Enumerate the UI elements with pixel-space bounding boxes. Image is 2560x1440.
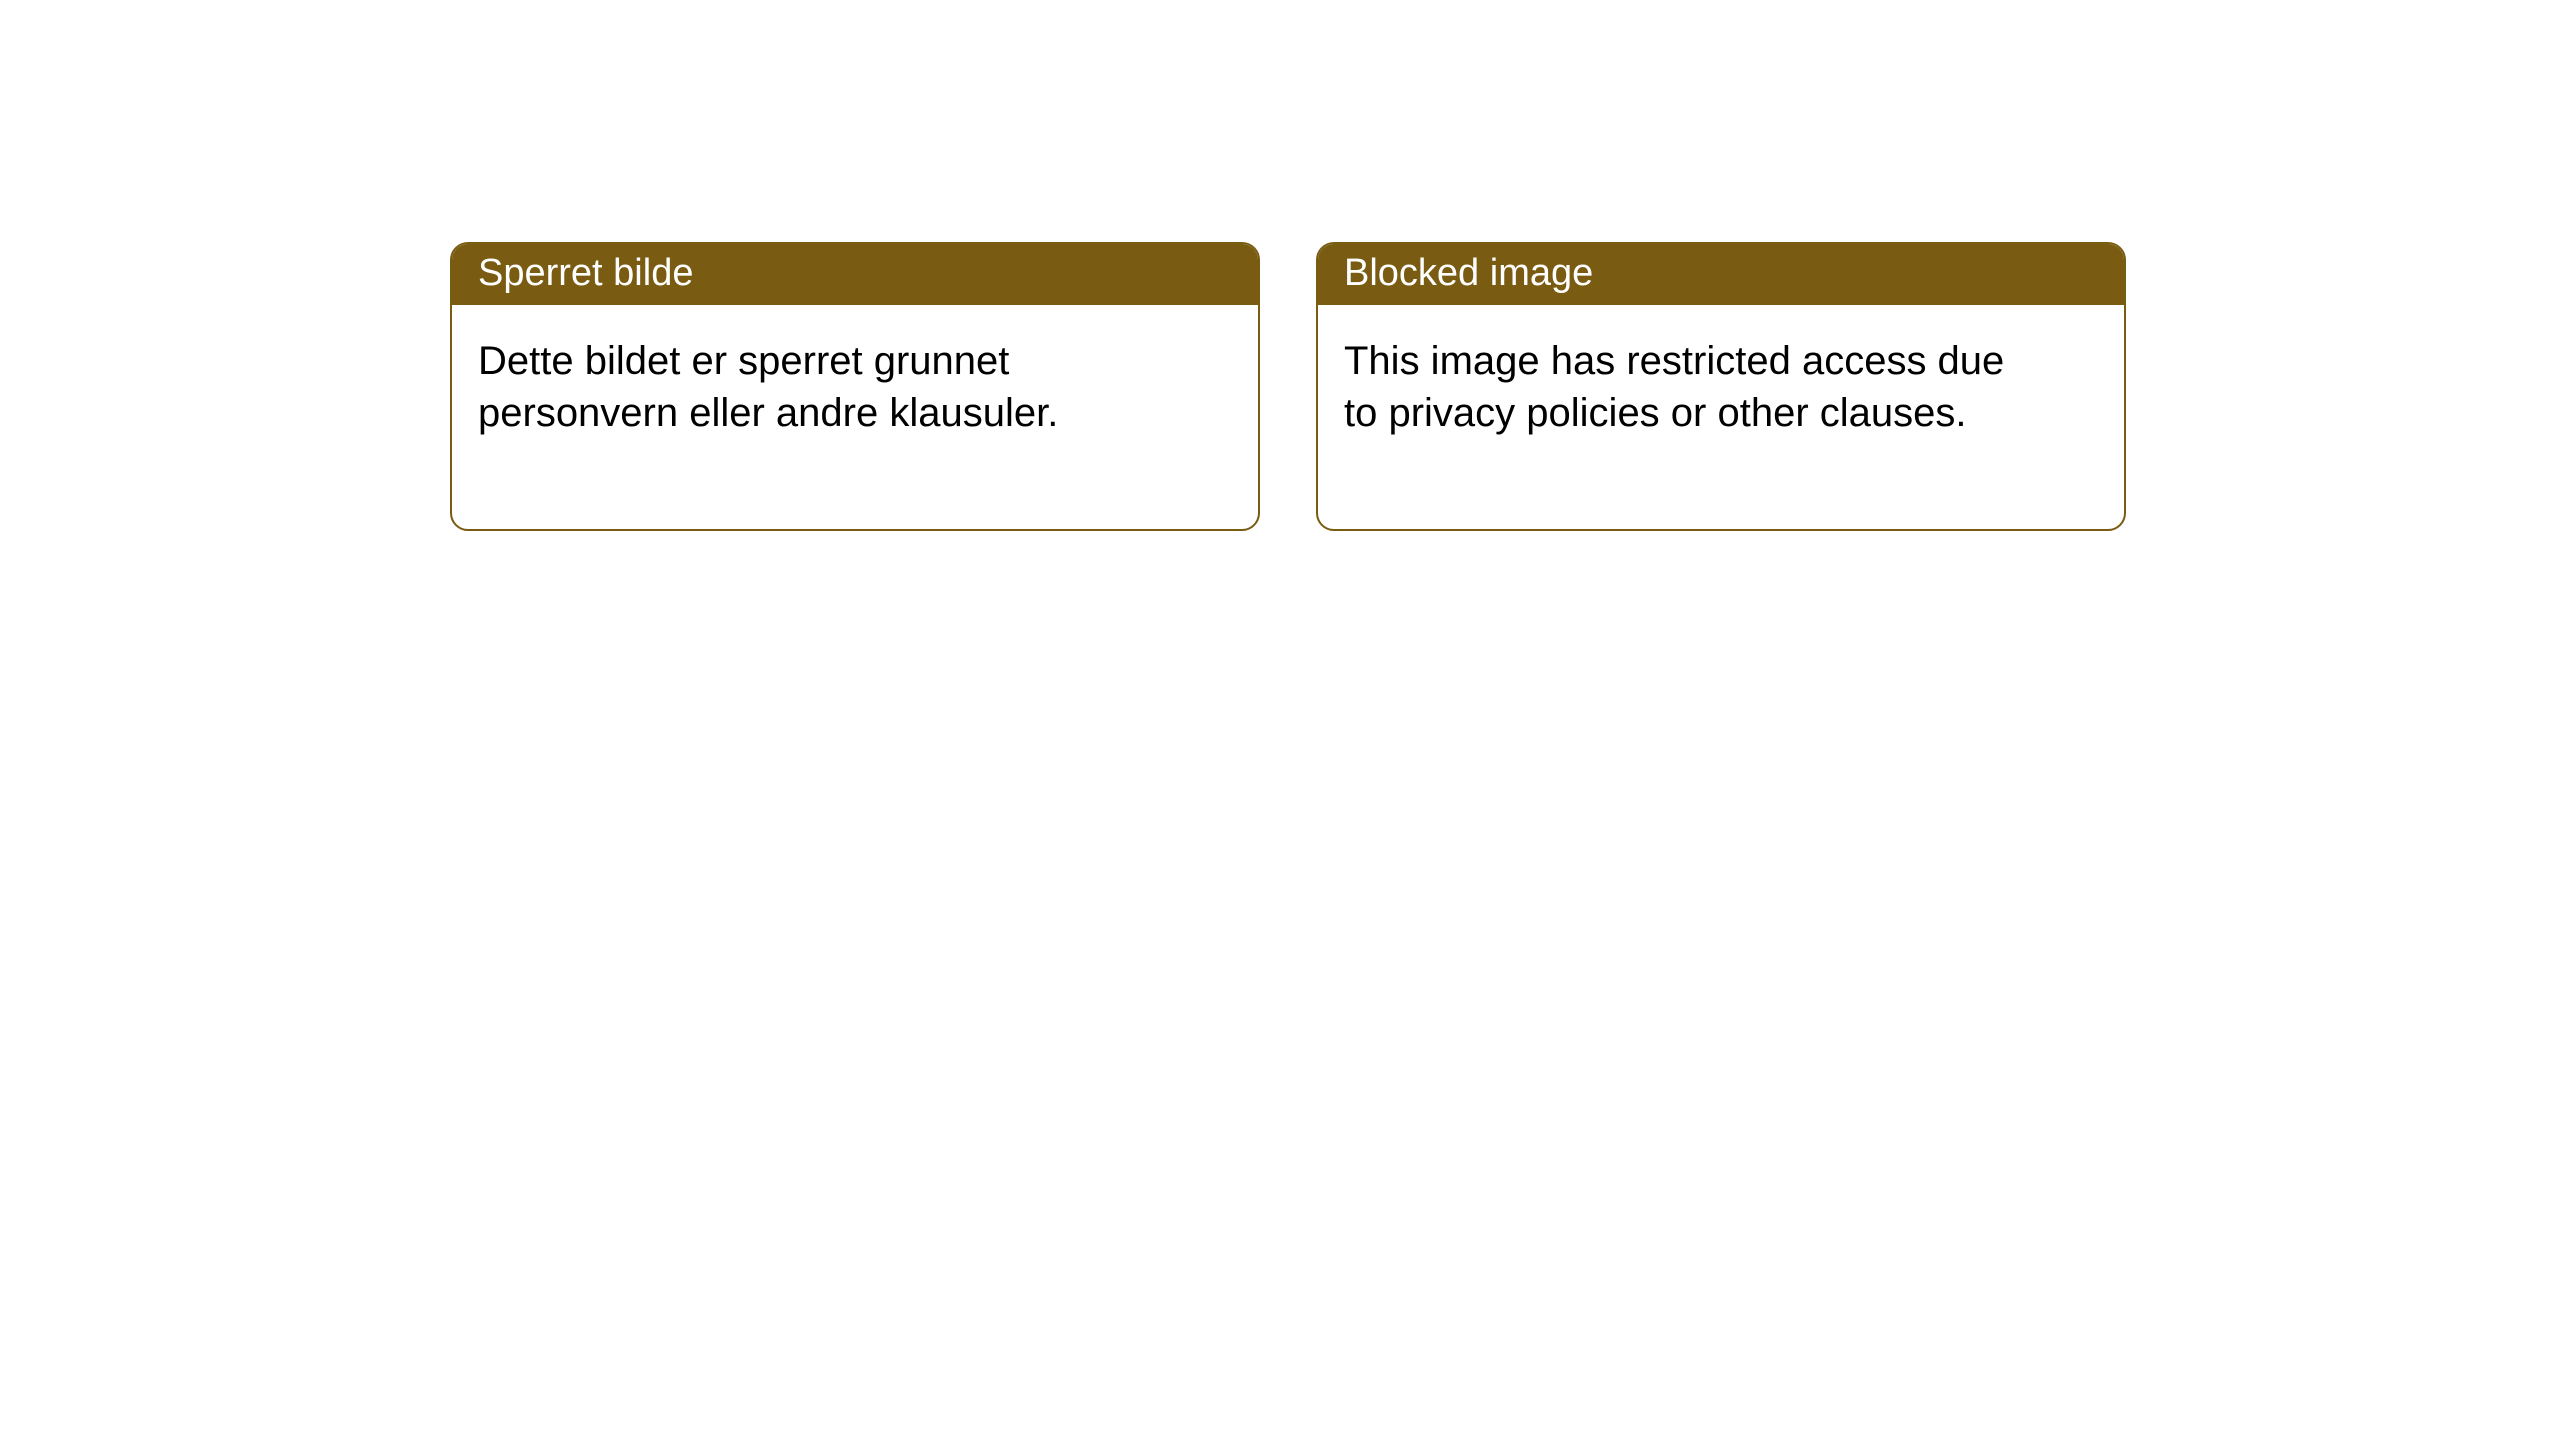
notice-title: Blocked image	[1344, 252, 1593, 294]
notice-body-en: This image has restricted access due to …	[1318, 305, 2038, 529]
notice-container: Sperret bilde Dette bildet er sperret gr…	[0, 0, 2560, 531]
notice-header-no: Sperret bilde	[452, 244, 1258, 305]
notice-title: Sperret bilde	[478, 252, 693, 294]
notice-card-en: Blocked image This image has restricted …	[1316, 242, 2126, 531]
notice-text: This image has restricted access due to …	[1344, 339, 2004, 435]
notice-card-no: Sperret bilde Dette bildet er sperret gr…	[450, 242, 1260, 531]
notice-text: Dette bildet er sperret grunnet personve…	[478, 339, 1058, 435]
notice-header-en: Blocked image	[1318, 244, 2124, 305]
notice-body-no: Dette bildet er sperret grunnet personve…	[452, 305, 1172, 529]
